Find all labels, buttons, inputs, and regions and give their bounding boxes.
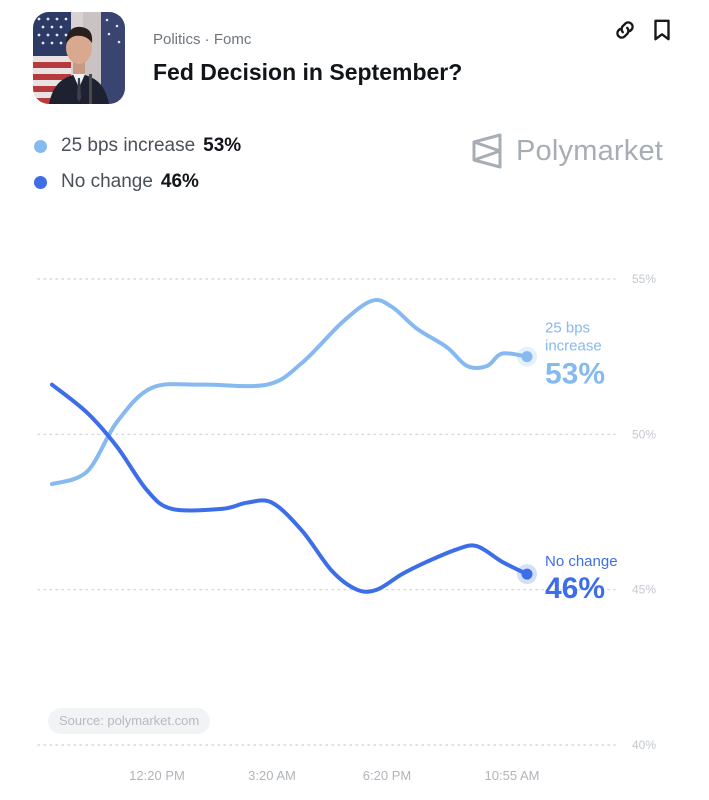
page-title: Fed Decision in September? <box>153 59 463 85</box>
legend-value: 53% <box>203 135 242 156</box>
source-label: Source: polymarket.com <box>48 708 211 734</box>
y-tick-label: 50% <box>632 427 656 441</box>
series-end-label: increase <box>545 338 602 355</box>
market-avatar <box>33 12 125 104</box>
legend-item-25bps[interactable]: 25 bps increase 53% <box>34 133 241 159</box>
legend-value: 46% <box>160 171 199 192</box>
y-tick-label: 55% <box>632 272 656 286</box>
end-point <box>521 568 533 580</box>
series-end-label: 25 bps <box>545 320 590 337</box>
x-tick-label: 6:20 PM <box>363 768 411 783</box>
polymarket-brand: Polymarket <box>470 132 663 170</box>
end-point <box>521 351 533 363</box>
legend-label: No change <box>61 171 153 192</box>
series-end-label: No change <box>545 553 618 570</box>
x-tick-label: 3:20 AM <box>248 768 296 783</box>
legend-label: 25 bps increase <box>61 135 196 156</box>
legend-item-no-change[interactable]: No change 46% <box>34 169 241 195</box>
y-tick-label: 45% <box>632 583 656 597</box>
chart-legend: 25 bps increase 53% No change 46% <box>34 133 241 205</box>
bookmark-icon[interactable] <box>649 17 675 43</box>
series-line <box>50 297 529 487</box>
x-tick-label: 12:20 PM <box>129 768 185 783</box>
series-end-value: 46% <box>545 572 605 605</box>
y-tick-label: 40% <box>632 738 656 752</box>
x-tick-label: 10:55 AM <box>485 768 540 783</box>
polymarket-logo-icon <box>472 133 502 169</box>
breadcrumb[interactable]: Politics · Fomc <box>153 31 252 48</box>
legend-dot-no-change <box>34 175 47 189</box>
link-icon[interactable] <box>612 17 638 43</box>
legend-dot-25bps <box>34 139 47 153</box>
market-avatar-image <box>33 12 125 104</box>
brand-name: Polymarket <box>516 134 664 167</box>
series-line <box>50 382 529 594</box>
series-end-value: 53% <box>545 358 605 391</box>
